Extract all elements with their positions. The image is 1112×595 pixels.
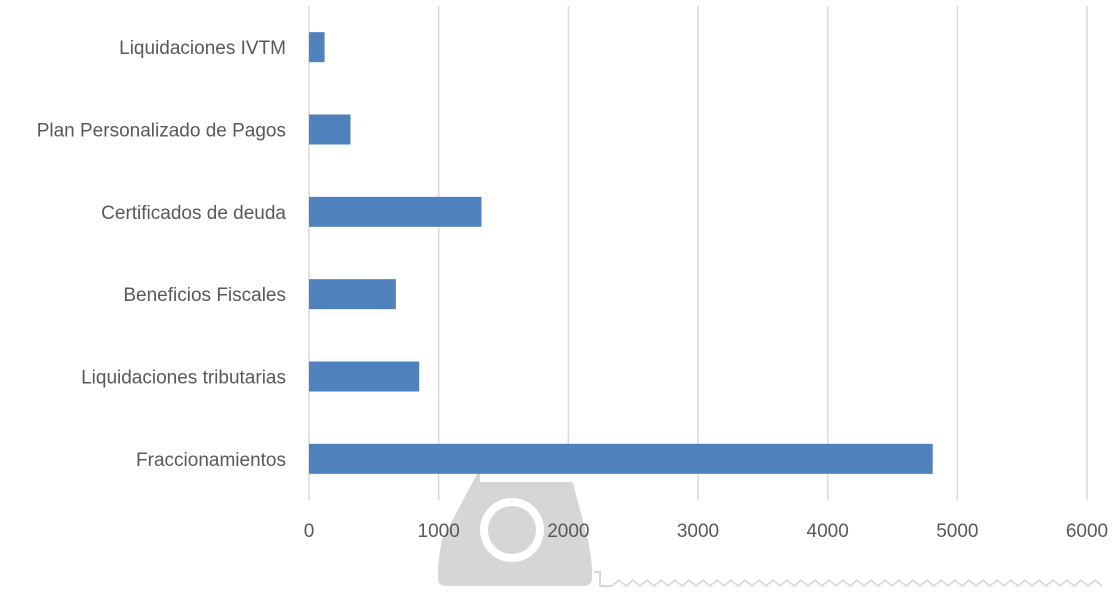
category-label: Fraccionamientos <box>136 450 286 471</box>
bar <box>309 443 933 474</box>
x-tick-label: 5000 <box>936 521 978 542</box>
bar <box>309 114 351 145</box>
x-tick-label: 1000 <box>418 521 460 542</box>
bars <box>309 32 933 474</box>
category-label: Liquidaciones IVTM <box>119 38 286 59</box>
bar <box>309 279 396 310</box>
x-tick-label: 4000 <box>807 521 849 542</box>
category-label: Plan Personalizado de Pagos <box>37 121 286 142</box>
x-tick-label: 2000 <box>547 521 589 542</box>
bar <box>309 196 482 227</box>
category-label: Beneficios Fiscales <box>123 285 286 306</box>
x-tick-labels: 0 1000 2000 3000 4000 5000 6000 <box>304 521 1108 542</box>
cash-register-icon <box>438 472 1103 587</box>
category-label: Liquidaciones tributarias <box>81 368 286 389</box>
bar <box>309 32 325 63</box>
category-labels: Liquidaciones IVTM Plan Personalizado de … <box>37 38 287 471</box>
x-tick-label: 6000 <box>1066 521 1108 542</box>
x-tick-label: 0 <box>304 521 315 542</box>
gridlines <box>308 6 1088 500</box>
bar <box>309 361 420 392</box>
category-label: Certificados de deuda <box>101 203 286 224</box>
x-tick-label: 3000 <box>677 521 719 542</box>
